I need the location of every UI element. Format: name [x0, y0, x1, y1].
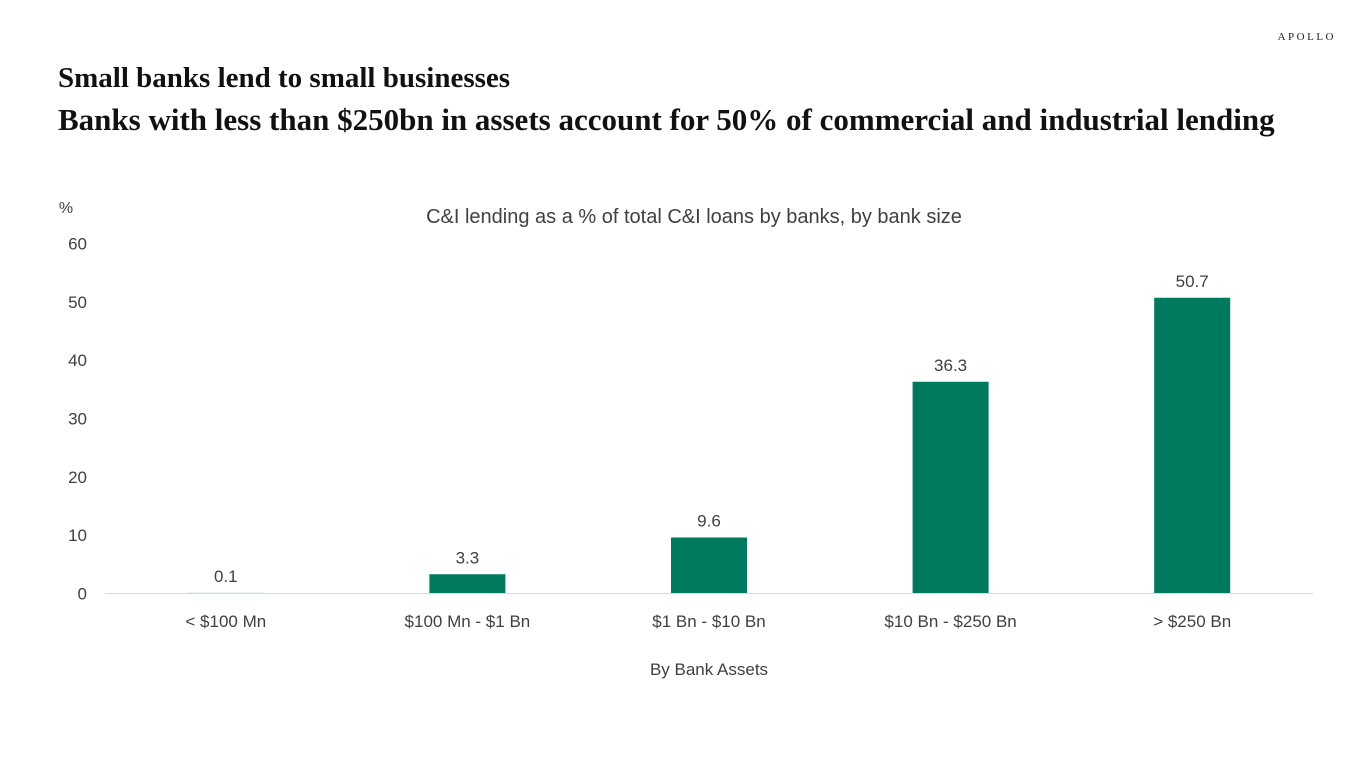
y-axis-unit-label: % [59, 200, 73, 217]
page-title: Small banks lend to small businesses [58, 62, 511, 94]
y-tick-label: 20 [68, 468, 87, 487]
y-tick-label: 50 [68, 293, 87, 312]
apollo-logo: APOLLO [1277, 31, 1336, 43]
bar [671, 537, 747, 594]
x-tick-label: $1 Bn - $10 Bn [652, 612, 765, 631]
x-tick-label: < $100 Mn [185, 612, 266, 631]
y-tick-label: 30 [68, 410, 87, 429]
y-tick-label: 40 [68, 351, 87, 370]
bar-value-label: 9.6 [697, 512, 721, 531]
bar-value-label: 50.7 [1176, 272, 1209, 291]
x-axis-title: By Bank Assets [650, 660, 768, 679]
bar [912, 381, 989, 594]
x-tick-label: $10 Bn - $250 Bn [884, 612, 1016, 631]
y-tick-label: 60 [68, 235, 87, 254]
page-subtitle: Banks with less than $250bn in assets ac… [58, 102, 1275, 137]
bar-value-label: 0.1 [214, 567, 238, 586]
x-tick-label: $100 Mn - $1 Bn [405, 612, 531, 631]
bar [1154, 297, 1231, 594]
bar-value-label: 36.3 [934, 356, 967, 375]
x-tick-label: > $250 Bn [1153, 612, 1231, 631]
bar [429, 574, 506, 594]
y-tick-label: 10 [68, 526, 87, 545]
y-tick-label: 0 [78, 585, 87, 604]
chart-title: C&I lending as a % of total C&I loans by… [426, 206, 962, 228]
bar-value-label: 3.3 [456, 548, 480, 567]
